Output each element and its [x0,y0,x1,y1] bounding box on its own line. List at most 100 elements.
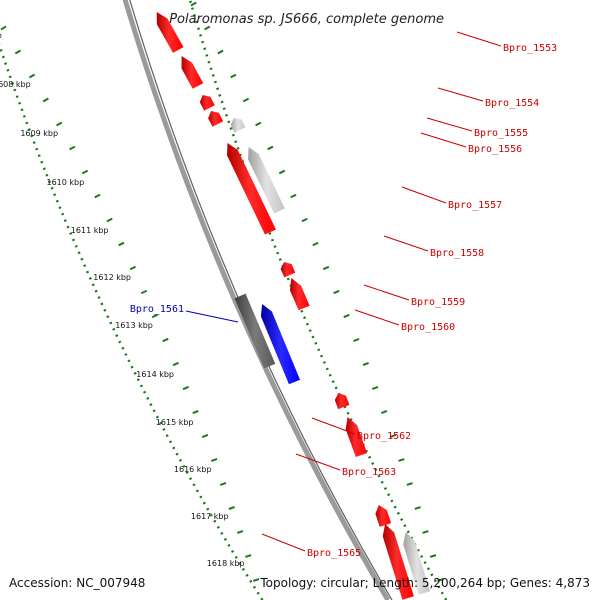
scale-tick [236,530,244,534]
scale-tick [192,409,199,415]
gene-label[interactable]: Bpro_1555 [474,128,528,139]
pseudo-gene-feature [230,118,246,133]
pseudo-gene-feature [248,147,285,214]
scale-tick [140,289,148,295]
scale-tick [182,385,189,391]
gene-leader-line [456,31,502,47]
scale-tick [414,506,421,510]
gene-leader-line [261,533,306,552]
topology-text: Topology: circular; Length: 5,200,264 bp… [259,576,590,590]
gene-leader-line [354,309,400,326]
scale-tick [211,458,218,462]
scale-tick [228,506,235,510]
scale-tick [201,433,209,439]
scale-tick [217,49,224,55]
scale-tick [343,313,350,319]
scale-tick [81,169,89,175]
scale-tick [118,241,125,247]
scale-tick [429,554,437,558]
kbp-tick-label: 1607 kbp [0,31,2,40]
genome-backbone [122,0,391,600]
scale-tick [162,337,169,343]
gene-label[interactable]: Bpro_1562 [357,431,411,442]
gene-feature [208,111,224,127]
scale-tick [267,145,274,151]
kbp-tick-label: 1609 kbp [20,129,58,138]
kbp-tick-label: 1608 kbp [0,80,31,89]
scale-tick [333,289,340,295]
gene-label[interactable]: Bpro_1553 [503,43,557,54]
kbp-tick-label: 1616 kbp [174,465,212,474]
scale-tick [437,578,444,582]
accession-text: Accession: NC_007948 [9,576,145,590]
scale-tick [14,49,22,55]
scale-tick [252,578,260,582]
label-layer: Bpro_1553 Bpro_1554 Bpro_1555 Bpro_1556 Bpro… [130,31,557,559]
scale-tick [380,410,388,414]
map-title: Polaromonas sp. JS666, complete genome [169,12,444,27]
gene-label[interactable]: Bpro_1556 [468,144,522,155]
scale-tick [28,73,36,79]
kbp-tick-label: 1613 kbp [115,321,153,330]
scale-tick [190,1,197,7]
gene-leader-line [420,132,467,148]
scale-tick [371,385,379,391]
gene-leader-line [383,235,429,252]
scale-tick [290,193,297,199]
gene-feature [334,393,350,410]
gene-feature [375,505,392,527]
scale-tick [398,458,405,462]
scale-tick [0,25,7,31]
scale-tick [230,73,237,79]
gene-label[interactable]: Bpro_1563 [342,467,396,478]
outer-scale-ring [0,42,264,600]
scale-tick [301,217,308,223]
highlight-gene-feature [260,304,300,385]
kbp-tick-label: 1611 kbp [71,226,109,235]
kbp-tick-label: 1610 kbp [46,178,84,187]
tick-label-layer: 1607 kbp 1608 kbp 1609 kbp 1610 kbp 1611 kbp… [0,31,245,568]
scale-tick [245,554,252,558]
scale-tick [255,121,262,127]
scale-tick [278,169,286,175]
gene-feature [227,143,276,235]
scale-tick [69,145,76,151]
scale-tick [42,97,49,103]
scale-tick [389,434,397,438]
gene-label[interactable]: Bpro_1559 [411,297,465,308]
gene-leader-line [401,186,447,204]
gene-leader-line [185,310,239,323]
scale-tick [56,121,63,127]
gene-leader-line [363,284,410,301]
gene-label[interactable]: Bpro_1558 [430,248,484,259]
scale-tick [353,337,360,343]
kbp-tick-label: 1618 kbp [207,559,245,568]
scale-tick [219,482,227,486]
scale-tick [312,241,319,247]
gene-feature [382,524,414,600]
gene-feature [181,56,204,89]
scale-tick [242,97,250,103]
gene-label[interactable]: Bpro_1561 [130,304,184,315]
gene-leader-line [437,87,484,102]
scale-tick [151,313,159,319]
gene-label[interactable]: Bpro_1554 [485,98,539,109]
gene-feature [280,262,296,278]
dark-gene-feature [234,293,276,369]
scale-tick [172,361,179,367]
scale-tick [422,530,429,534]
kbp-tick-label: 1617 kbp [191,512,229,521]
scale-tick [406,482,413,486]
gene-feature [345,417,368,457]
scale-tick [362,361,369,367]
gene-label[interactable]: Bpro_1560 [401,322,455,333]
gene-feature [199,95,215,111]
kbp-tick-label: 1614 kbp [136,370,174,379]
gene-label[interactable]: Bpro_1557 [448,200,502,211]
scale-tick [129,265,136,271]
gene-label[interactable]: Bpro_1565 [307,548,361,559]
kbp-tick-label: 1612 kbp [93,273,131,282]
gene-leader-line [426,117,473,132]
gene-feature [290,278,310,311]
